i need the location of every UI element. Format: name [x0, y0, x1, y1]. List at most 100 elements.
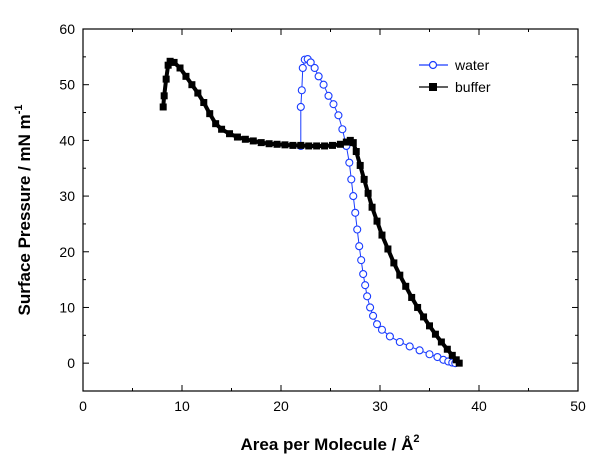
data-point-water [297, 86, 306, 95]
legend-marker-water [428, 60, 438, 70]
data-point-buffer [160, 92, 168, 100]
data-point-water [306, 58, 315, 67]
axis-tick-labels: 0 10 20 30 40 50 0 10 20 30 40 50 60 [59, 21, 586, 414]
data-point-water [377, 325, 387, 334]
data-point-buffer [443, 345, 451, 353]
data-point-buffer [162, 75, 170, 83]
data-point-water [425, 350, 434, 359]
data-point-buffer [336, 140, 344, 148]
data-point-buffer [426, 322, 433, 330]
data-point-buffer [396, 271, 404, 279]
data-point-water [353, 225, 362, 234]
data-point-buffer [166, 57, 174, 65]
data-point-buffer [448, 351, 456, 359]
data-point-water [347, 175, 356, 184]
data-point-buffer [218, 125, 226, 133]
data-point-water [310, 63, 319, 73]
y-tick-label: 10 [59, 299, 75, 315]
data-point-water [372, 320, 382, 329]
data-point-buffer [368, 203, 376, 211]
data-point-water [351, 208, 360, 217]
y-axis-title-superscript: -1 [13, 104, 25, 114]
data-point-water [345, 158, 354, 167]
data-point-buffer [356, 161, 364, 169]
data-point-buffer [281, 141, 289, 149]
data-point-buffer [420, 313, 428, 321]
series-line-water [300, 58, 456, 364]
data-point-water [298, 63, 307, 73]
data-point-buffer [164, 61, 172, 69]
data-point-buffer [431, 330, 439, 338]
data-point-water [415, 346, 424, 355]
data-point-buffer [297, 141, 305, 149]
data-point-buffer [241, 135, 249, 143]
data-series [159, 55, 463, 368]
data-point-buffer [305, 142, 313, 150]
x-axis-title-superscript: 2 [413, 433, 419, 445]
data-point-water [366, 303, 375, 312]
data-point-buffer [233, 133, 241, 141]
data-point-buffer [249, 137, 257, 145]
x-tick-label: 30 [372, 398, 388, 414]
data-point-buffer [455, 359, 463, 367]
data-point-buffer [289, 141, 297, 149]
data-point-buffer [182, 72, 190, 80]
series-line-buffer [161, 58, 461, 365]
legend-item-buffer: buffer [419, 79, 491, 95]
data-point-water [296, 102, 305, 112]
data-point-buffer [378, 231, 386, 239]
legend-item-water: water [419, 57, 490, 73]
data-point-buffer [352, 148, 360, 156]
series-buffer [159, 57, 463, 367]
x-tick-label: 50 [570, 398, 586, 414]
data-point-buffer [402, 282, 410, 290]
data-point-water [324, 91, 333, 100]
data-point-buffer [364, 189, 372, 197]
data-point-buffer [170, 58, 178, 66]
data-point-buffer [200, 99, 208, 107]
x-tick-label: 20 [273, 398, 289, 414]
data-point-water [329, 100, 338, 109]
data-point-buffer [226, 130, 234, 138]
y-tick-label: 60 [59, 21, 75, 37]
y-tick-label: 30 [59, 188, 75, 204]
y-tick-label: 40 [59, 132, 75, 148]
data-point-buffer [188, 81, 196, 89]
data-point-buffer [159, 103, 167, 111]
data-point-buffer [194, 89, 202, 97]
legend-marker-buffer [429, 83, 437, 91]
data-point-water [355, 242, 364, 251]
data-point-water [369, 311, 378, 320]
x-tick-label: 40 [471, 398, 487, 414]
data-point-water [334, 111, 343, 120]
legend-label-water: water [454, 57, 490, 73]
y-tick-label: 50 [59, 77, 75, 93]
x-tick-label: 10 [174, 398, 190, 414]
data-point-water [314, 72, 323, 81]
y-tick-label: 0 [67, 355, 75, 371]
data-point-buffer [414, 303, 422, 311]
data-point-water [349, 192, 358, 201]
data-point-buffer [360, 175, 368, 183]
data-point-buffer [328, 141, 336, 149]
x-axis-title-text: Area per Molecule / Å [240, 435, 413, 454]
data-point-buffer [390, 259, 398, 267]
data-point-water [363, 292, 372, 301]
data-point-buffer [342, 138, 350, 146]
data-point-buffer [408, 293, 416, 301]
data-point-buffer [257, 139, 265, 147]
legend: water buffer [419, 57, 491, 95]
data-point-water [319, 80, 328, 89]
y-axis-title-text: Surface Pressure / mN m [15, 114, 34, 315]
data-point-water [359, 269, 368, 279]
data-point-water [385, 332, 394, 341]
legend-label-buffer: buffer [455, 79, 491, 95]
data-point-buffer [212, 120, 220, 128]
data-point-buffer [206, 110, 214, 118]
x-axis-title: Area per Molecule / Å2 [240, 433, 419, 454]
data-point-buffer [437, 338, 445, 346]
plot-frame [82, 28, 579, 392]
data-point-buffer [273, 140, 281, 148]
data-point-buffer [313, 142, 321, 150]
